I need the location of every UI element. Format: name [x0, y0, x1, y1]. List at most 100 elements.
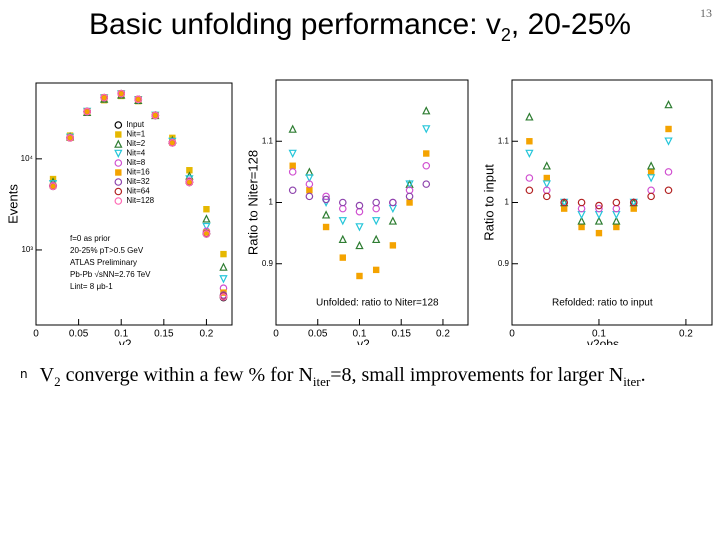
data-point — [305, 180, 314, 188]
data-point — [289, 162, 296, 169]
data-point — [219, 293, 228, 301]
data-point — [83, 107, 91, 116]
data-point — [664, 186, 673, 195]
x-tick-label: 0.05 — [308, 329, 328, 340]
data-point — [595, 201, 603, 210]
plots: 0 0.05 0.1 0.15 0.210³10⁴v2EventsInputNit=1N… — [5, 79, 713, 345]
bullet-sub: iter — [623, 374, 641, 389]
data-point — [560, 205, 568, 212]
x-axis-label: v2obs — [587, 337, 619, 345]
data-point — [185, 178, 194, 187]
legend-marker — [114, 121, 123, 129]
data-point — [525, 186, 534, 195]
data-point — [647, 192, 655, 201]
legend-label: Nit=64 — [126, 187, 150, 196]
x-tick-label: 0.2 — [436, 329, 450, 340]
legend-label: Nit=16 — [126, 168, 150, 177]
data-point — [594, 216, 604, 225]
data-point — [613, 223, 620, 231]
data-point — [306, 187, 313, 194]
annotation: Refolded: ratio to input — [552, 298, 653, 309]
slide-title: Basic unfolding performance: v2, 20-25% — [0, 8, 720, 46]
x-tick-label: 0.1 — [592, 329, 606, 340]
data-point — [422, 106, 431, 115]
data-point — [423, 150, 430, 157]
data-point — [186, 178, 193, 185]
data-point — [405, 192, 414, 201]
y-tick-label: 10⁴ — [21, 154, 34, 163]
data-point — [66, 134, 74, 142]
bullet-text: =8, small improvements for larger N — [330, 364, 624, 386]
data-point — [355, 240, 364, 250]
data-point — [100, 94, 108, 101]
legend-marker — [114, 178, 123, 186]
data-point — [388, 216, 398, 225]
data-point — [339, 254, 346, 261]
data-point — [646, 161, 656, 170]
data-point — [152, 112, 159, 119]
data-point — [66, 134, 74, 142]
bullet-text: . — [640, 364, 646, 386]
data-point — [612, 210, 621, 220]
y-tick-label: 1.1 — [262, 136, 274, 145]
data-point — [664, 168, 673, 176]
data-point — [577, 204, 586, 213]
data-point — [577, 198, 586, 207]
legend-label: Input — [126, 120, 145, 129]
data-point — [49, 182, 57, 191]
data-point — [288, 149, 297, 159]
annotation: Lint= 8 μb-1 — [70, 282, 113, 291]
legend-marker — [114, 149, 123, 159]
data-point — [578, 223, 585, 231]
data-point — [629, 198, 638, 207]
data-point — [322, 192, 330, 201]
legend-label: Nit=32 — [126, 177, 150, 186]
data-point — [288, 124, 297, 133]
plot-frame — [511, 79, 713, 326]
data-point — [406, 199, 413, 206]
data-point — [560, 198, 568, 207]
data-point — [595, 229, 603, 237]
legend-label: Nit=1 — [126, 130, 145, 139]
bullet-text: V — [39, 364, 55, 386]
x-tick-label: 0.2 — [199, 329, 213, 340]
annotation: f=0 as prior — [70, 234, 111, 243]
y-tick-label: 1 — [505, 198, 510, 207]
legend-label: Nit=4 — [126, 149, 145, 158]
y-tick-label: 0.9 — [498, 259, 510, 268]
data-point — [525, 174, 534, 182]
data-point — [100, 93, 108, 102]
x-tick-label: 0.2 — [679, 329, 693, 340]
data-point — [594, 210, 604, 220]
data-point — [542, 161, 551, 170]
y-tick-label: 1 — [269, 198, 274, 207]
legend-label: Nit=8 — [126, 158, 145, 167]
data-point — [356, 272, 363, 280]
data-point — [389, 198, 397, 207]
data-point — [405, 180, 414, 189]
data-point — [542, 192, 551, 201]
data-point — [134, 95, 143, 104]
data-point — [389, 242, 397, 249]
x-tick-label: 0 — [33, 329, 39, 340]
data-point — [630, 205, 637, 212]
data-point — [422, 180, 431, 188]
data-point — [542, 180, 551, 189]
data-point — [305, 167, 314, 176]
data-point — [305, 174, 314, 183]
data-point — [203, 229, 210, 236]
data-point — [577, 210, 586, 220]
title-subscript: 2 — [500, 25, 511, 45]
data-point — [543, 174, 550, 182]
bullet: n V2 converge within a few % for Niter=8,… — [20, 364, 646, 390]
y-tick-label: 0.9 — [262, 259, 274, 268]
data-point — [664, 137, 673, 146]
legend-marker — [115, 131, 122, 138]
x-tick-label: 0.15 — [154, 329, 174, 340]
data-point — [372, 234, 381, 244]
data-point — [388, 204, 398, 214]
data-point — [338, 198, 347, 207]
data-point — [577, 216, 586, 225]
data-point — [186, 167, 193, 174]
